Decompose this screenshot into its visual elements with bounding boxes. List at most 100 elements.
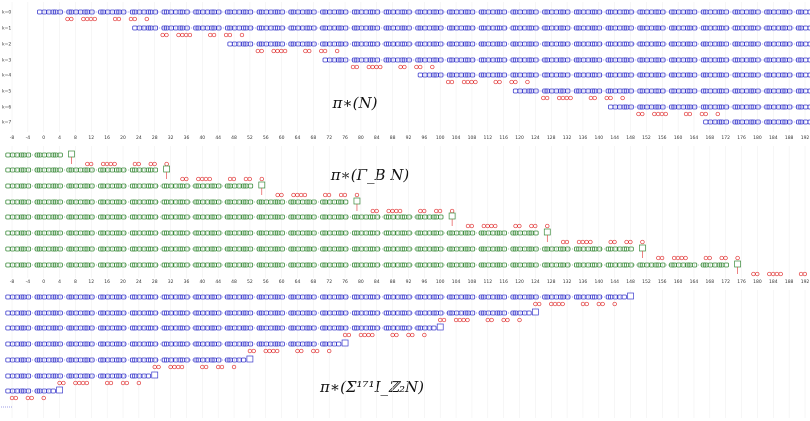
class-glyph [152, 199, 158, 205]
torsion-glyph [183, 32, 189, 38]
class-glyph [374, 230, 380, 236]
class-glyph [82, 357, 88, 363]
class-glyph [478, 246, 485, 252]
class-glyph [447, 9, 453, 15]
class-glyph [358, 214, 365, 220]
class-glyph [660, 9, 666, 15]
class-glyph [526, 25, 532, 31]
class-glyph [596, 262, 603, 268]
class-glyph [542, 41, 548, 47]
torsion-glyph [798, 271, 804, 277]
class-glyph [129, 199, 136, 205]
class-glyph [161, 262, 167, 268]
class-glyph [132, 25, 138, 31]
class-glyph [390, 9, 396, 15]
row-label: k=4 [2, 73, 11, 79]
class-glyph [25, 357, 32, 363]
torsion-glyph [144, 16, 149, 22]
class-glyph [469, 25, 476, 31]
class-glyph [351, 246, 358, 252]
class-glyph [209, 357, 215, 363]
axis-tick-label: 4 [58, 135, 61, 141]
class-glyph [367, 294, 374, 300]
class-glyph [50, 325, 56, 331]
class-glyph [311, 41, 317, 47]
class-glyph [807, 88, 810, 94]
class-glyph [596, 9, 603, 15]
class-glyph [343, 214, 349, 220]
torsion-glyph [576, 239, 582, 245]
axis-tick-label: 156 [658, 135, 667, 141]
class-glyph [712, 88, 718, 94]
class-glyph [574, 25, 580, 31]
torsion-glyph [655, 111, 661, 117]
class-glyph [691, 72, 698, 78]
torsion-glyph [69, 16, 74, 22]
class-glyph [723, 9, 729, 15]
torsion-glyph [636, 111, 641, 117]
class-glyph [66, 373, 72, 379]
torsion-glyph [271, 348, 276, 354]
class-glyph [454, 57, 460, 63]
class-glyph [311, 214, 317, 220]
torsion-glyph [172, 364, 177, 370]
class-glyph [240, 262, 247, 268]
torsion-glyph [227, 32, 233, 38]
class-glyph [204, 262, 211, 268]
class-glyph [152, 246, 158, 252]
torsion-glyph [545, 223, 550, 229]
class-glyph [796, 9, 802, 15]
class-glyph [660, 262, 666, 268]
class-glyph [415, 41, 421, 47]
class-glyph [628, 262, 634, 268]
class-glyph [136, 167, 143, 173]
axis-tick-label: 52 [247, 135, 253, 141]
class-glyph [653, 262, 659, 268]
class-glyph [510, 262, 516, 268]
class-glyph [589, 72, 596, 78]
torsion-glyph [652, 111, 657, 117]
torsion-glyph [207, 176, 212, 182]
class-glyph [336, 341, 342, 347]
class-glyph [114, 183, 120, 189]
class-glyph [193, 325, 199, 331]
class-glyph [204, 230, 211, 236]
torsion-glyph [299, 348, 304, 354]
class-glyph [621, 57, 627, 63]
class-glyph [240, 246, 247, 252]
axis-tick-label: 124 [531, 279, 540, 285]
class-glyph [415, 9, 421, 15]
class-glyph [351, 230, 358, 236]
class-glyph [417, 72, 423, 78]
class-glyph [469, 246, 476, 252]
class-glyph [82, 214, 88, 220]
axis-tick-label: 20 [120, 135, 126, 141]
class-glyph [558, 246, 564, 252]
class-glyph [89, 183, 95, 189]
class-glyph [114, 357, 120, 363]
class-glyph [478, 57, 485, 63]
class-glyph [780, 9, 786, 15]
class-glyph [98, 310, 104, 316]
torsion-glyph [362, 332, 367, 338]
class-glyph [691, 57, 698, 63]
class-glyph [279, 214, 285, 220]
axis-tick-label: 140 [595, 279, 604, 285]
class-glyph [494, 57, 500, 63]
torsion-glyph [608, 95, 613, 101]
torsion-glyph [620, 95, 625, 101]
class-glyph [574, 41, 580, 47]
class-glyph [653, 57, 659, 63]
class-glyph [5, 183, 11, 189]
class-glyph [653, 41, 659, 47]
class-glyph [336, 214, 342, 220]
class-glyph [510, 9, 516, 15]
class-glyph [209, 294, 215, 300]
class-glyph [240, 41, 247, 47]
torsion-glyph [148, 161, 153, 167]
class-glyph [406, 214, 412, 220]
torsion-glyph [560, 95, 566, 101]
class-glyph [240, 325, 247, 331]
class-glyph [796, 119, 802, 125]
axis-tick-label: 48 [231, 135, 237, 141]
